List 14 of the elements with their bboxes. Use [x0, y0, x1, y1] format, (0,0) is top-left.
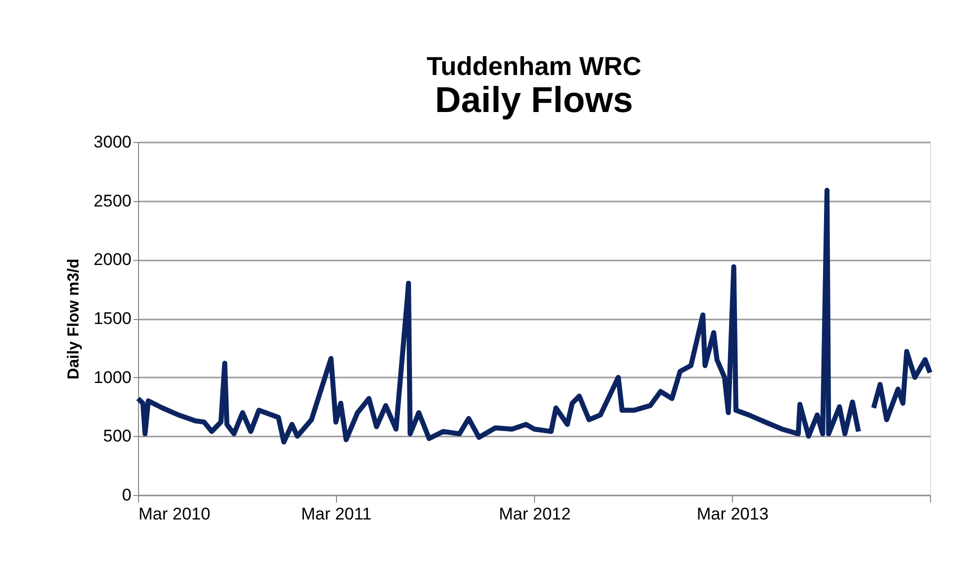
x-tick-label: Mar 2013 — [696, 504, 769, 524]
y-tick-label: 1000 — [94, 368, 132, 387]
chart-title: Tuddenham WRC — [426, 51, 642, 81]
y-tick-label: 2000 — [94, 250, 132, 270]
y-axis-title: Daily Flow m3/d — [66, 258, 83, 380]
x-tick-label: Mar 2012 — [498, 504, 571, 524]
chart-subtitle: Daily Flows — [434, 79, 634, 120]
y-tick-label: 500 — [103, 426, 132, 446]
y-tick-label: 2500 — [94, 191, 132, 210]
x-tick-label: Mar 2011 — [301, 504, 372, 524]
y-tick-label: 1500 — [94, 309, 132, 328]
x-tick-label: Mar 2010 — [138, 504, 210, 524]
y-tick-label: 0 — [122, 486, 132, 504]
y-tick-label: 3000 — [94, 132, 132, 152]
